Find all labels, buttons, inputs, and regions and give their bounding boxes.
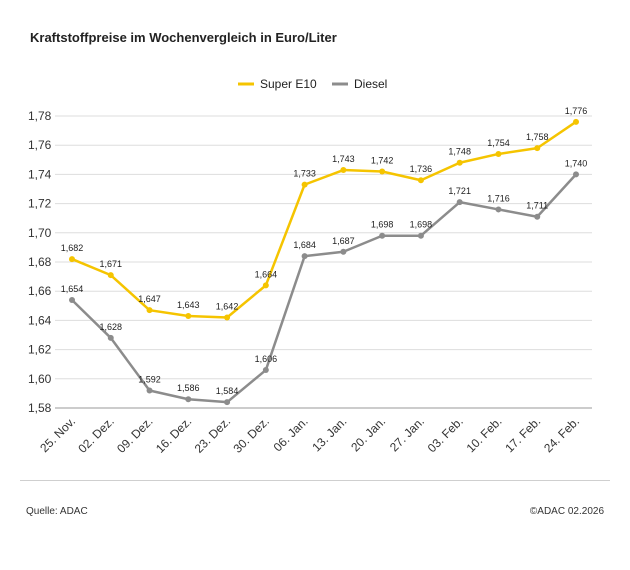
data-point	[185, 313, 192, 320]
y-axis-ticks: 1,78 1,76 1,74 1,72 1,70 1,68 1,66 1,64 1,62 1,60…	[28, 109, 52, 415]
legend: Super E10 Diesel	[238, 77, 387, 91]
x-axis-ticks: 25. Nov.02. Dez.09. Dez.16. Dez.23. Dez.…	[37, 414, 582, 456]
data-label: 1,687	[332, 236, 355, 246]
data-label: 1,740	[565, 158, 588, 168]
data-label: 1,592	[138, 374, 161, 384]
data-point	[417, 177, 424, 184]
data-label: 1,716	[487, 193, 510, 203]
copyright-note: ©ADAC 02.2026	[529, 506, 604, 517]
y-tick-label: 1,76	[28, 138, 52, 152]
data-point	[417, 232, 424, 239]
data-label: 1,684	[293, 240, 316, 250]
data-point	[224, 399, 231, 406]
y-tick-label: 1,74	[28, 167, 52, 181]
data-point	[340, 167, 347, 174]
data-label: 1,664	[255, 269, 278, 279]
x-tick-label: 06. Jan.	[271, 414, 311, 454]
data-point	[456, 159, 463, 166]
x-tick-label: 02. Dez.	[75, 414, 117, 456]
data-label: 1,643	[177, 300, 200, 310]
data-label: 1,584	[216, 386, 239, 396]
data-point	[379, 168, 386, 175]
x-tick-label: 20. Jan.	[348, 414, 388, 454]
chart-title: Kraftstoffpreise im Wochenvergleich in E…	[30, 30, 337, 45]
data-point	[224, 314, 231, 321]
grid	[55, 115, 592, 409]
data-point	[573, 118, 579, 125]
data-point	[301, 181, 308, 188]
x-tick-label: 03. Feb.	[425, 414, 466, 455]
data-point	[262, 367, 269, 374]
data-label: 1,754	[487, 138, 510, 148]
data-point	[340, 248, 347, 255]
data-label: 1,586	[177, 383, 200, 393]
data-label: 1,776	[565, 106, 588, 116]
x-tick-label: 17. Feb.	[502, 414, 543, 455]
legend-label: Super E10	[260, 77, 317, 91]
series-line-0	[71, 120, 577, 319]
x-tick-label: 27. Jan.	[387, 414, 427, 454]
data-point	[69, 296, 75, 303]
data-point	[301, 253, 308, 260]
data-label: 1,743	[332, 154, 355, 164]
data-label: 1,606	[255, 354, 278, 364]
data-point	[107, 334, 114, 341]
x-tick-label: 16. Dez.	[153, 414, 195, 456]
data-label: 1,647	[138, 294, 161, 304]
data-point	[379, 232, 386, 239]
data-point	[146, 387, 153, 394]
x-tick-label: 09. Dez.	[114, 414, 156, 456]
y-tick-label: 1,58	[28, 401, 52, 415]
data-labels: 1,682 1,671 1,647 1,643 1,642 1,664 1,733 1,743…	[61, 106, 588, 396]
data-label: 1,748	[448, 147, 471, 157]
data-label: 1,711	[526, 201, 548, 211]
data-label: 1,642	[216, 301, 239, 311]
data-label: 1,671	[100, 259, 123, 269]
data-label: 1,654	[61, 284, 84, 294]
data-label: 1,758	[526, 132, 549, 142]
x-tick-label: 25. Nov.	[37, 414, 78, 455]
data-label: 1,721	[448, 186, 471, 196]
footer-divider	[20, 480, 610, 481]
data-point	[495, 206, 502, 213]
x-tick-label: 30. Dez.	[230, 414, 272, 456]
series-group	[69, 118, 579, 406]
data-point	[146, 307, 153, 314]
data-label: 1,698	[410, 220, 433, 230]
data-point	[495, 150, 502, 157]
data-point	[456, 199, 463, 206]
y-tick-label: 1,78	[28, 109, 52, 123]
data-point	[185, 396, 192, 403]
y-tick-label: 1,72	[28, 197, 52, 211]
x-tick-label: 23. Dez.	[192, 414, 234, 456]
data-point	[69, 256, 75, 263]
series-line-1	[71, 173, 577, 404]
data-point	[573, 171, 579, 178]
data-label: 1,742	[371, 155, 394, 165]
data-point	[534, 213, 541, 220]
y-tick-label: 1,62	[28, 343, 52, 357]
data-label: 1,682	[61, 243, 84, 253]
data-label: 1,733	[293, 169, 316, 179]
data-point	[262, 282, 269, 289]
data-label: 1,698	[371, 220, 394, 230]
y-tick-label: 1,64	[28, 313, 52, 327]
data-label: 1,736	[410, 164, 433, 174]
y-tick-label: 1,68	[28, 255, 52, 269]
x-tick-label: 13. Jan.	[309, 414, 349, 454]
y-tick-label: 1,66	[28, 284, 52, 298]
x-tick-label: 10. Feb.	[464, 414, 505, 455]
legend-label: Diesel	[354, 77, 387, 91]
data-label: 1,628	[100, 322, 123, 332]
x-tick-label: 24. Feb.	[541, 414, 582, 455]
source-note: Quelle: ADAC	[26, 506, 88, 517]
data-point	[534, 145, 541, 152]
y-tick-label: 1,60	[28, 372, 52, 386]
data-point	[107, 272, 114, 279]
y-tick-label: 1,70	[28, 226, 52, 240]
